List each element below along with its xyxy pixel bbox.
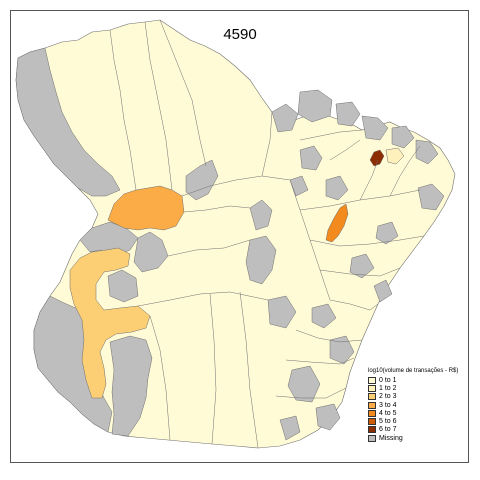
region-missing-s2 bbox=[287, 365, 321, 403]
region-missing-s4 bbox=[315, 403, 341, 431]
region-missing-s3 bbox=[329, 335, 355, 365]
region-missing-n3 bbox=[335, 101, 361, 127]
legend-item: 4 to 5 bbox=[368, 409, 458, 417]
region-missing-ne5 bbox=[325, 175, 349, 201]
region-missing-ne4 bbox=[299, 145, 323, 171]
legend-item: 6 to 7 bbox=[368, 426, 458, 434]
legend-label: Missing bbox=[379, 434, 403, 442]
value-regions bbox=[69, 147, 405, 399]
region-missing-c1 bbox=[133, 231, 169, 273]
region-missing-e1 bbox=[417, 183, 445, 211]
region-missing-c2 bbox=[107, 269, 139, 303]
region-missing-n1 bbox=[297, 89, 333, 123]
legend-item: Missing bbox=[368, 434, 458, 442]
region-missing-e3 bbox=[349, 253, 375, 279]
legend-swatch bbox=[368, 376, 376, 384]
region-missing-e4 bbox=[373, 279, 393, 303]
region-missing-ne3 bbox=[415, 139, 439, 165]
region-missing-e2 bbox=[375, 221, 399, 245]
municipal-borders bbox=[109, 19, 425, 449]
region-4-to-5 bbox=[325, 203, 349, 243]
region-missing-c5 bbox=[245, 235, 277, 285]
legend-swatch bbox=[368, 401, 376, 409]
legend-title: log10(volume de transações - R$) bbox=[368, 368, 459, 374]
legend-swatch bbox=[368, 384, 376, 392]
legend-item: 2 to 3 bbox=[368, 393, 458, 401]
legend-item: 5 to 6 bbox=[368, 417, 458, 426]
legend-label: 6 to 7 bbox=[379, 426, 397, 434]
legend-label: 1 to 2 bbox=[379, 384, 397, 392]
region-missing-c4 bbox=[249, 199, 273, 231]
legend-label: 0 to 1 bbox=[379, 376, 397, 384]
legend-swatch bbox=[368, 434, 376, 442]
legend-item: 0 to 1 bbox=[368, 376, 458, 384]
map-title: 4590 bbox=[223, 26, 257, 43]
region-missing-ne6 bbox=[289, 175, 309, 197]
legend-swatch bbox=[368, 393, 376, 401]
region-missing-c3 bbox=[185, 159, 219, 201]
legend-item: 3 to 4 bbox=[368, 401, 458, 409]
region-2-to-3 bbox=[69, 247, 151, 399]
legend-label: 5 to 6 bbox=[379, 418, 397, 426]
region-1-to-2 bbox=[385, 147, 405, 165]
legend-label: 2 to 3 bbox=[379, 393, 397, 401]
region-missing-nw bbox=[15, 47, 121, 197]
region-missing-n2 bbox=[271, 103, 299, 133]
legend-swatch bbox=[368, 418, 376, 426]
legend-swatch bbox=[368, 426, 376, 434]
region-missing-ne1 bbox=[361, 115, 389, 141]
region-missing-s5 bbox=[279, 415, 301, 441]
legend-swatch bbox=[368, 409, 376, 417]
region-6-to-7 bbox=[369, 149, 385, 167]
legend-label: 3 to 4 bbox=[379, 401, 397, 409]
legend-label: 4 to 5 bbox=[379, 409, 397, 417]
region-missing-w1 bbox=[79, 221, 139, 257]
region-missing-ne2 bbox=[391, 125, 415, 149]
region-missing-sw bbox=[109, 335, 153, 437]
legend-item: 1 to 2 bbox=[368, 384, 458, 392]
region-missing-s1 bbox=[267, 295, 297, 329]
region-missing-e5 bbox=[311, 303, 337, 329]
